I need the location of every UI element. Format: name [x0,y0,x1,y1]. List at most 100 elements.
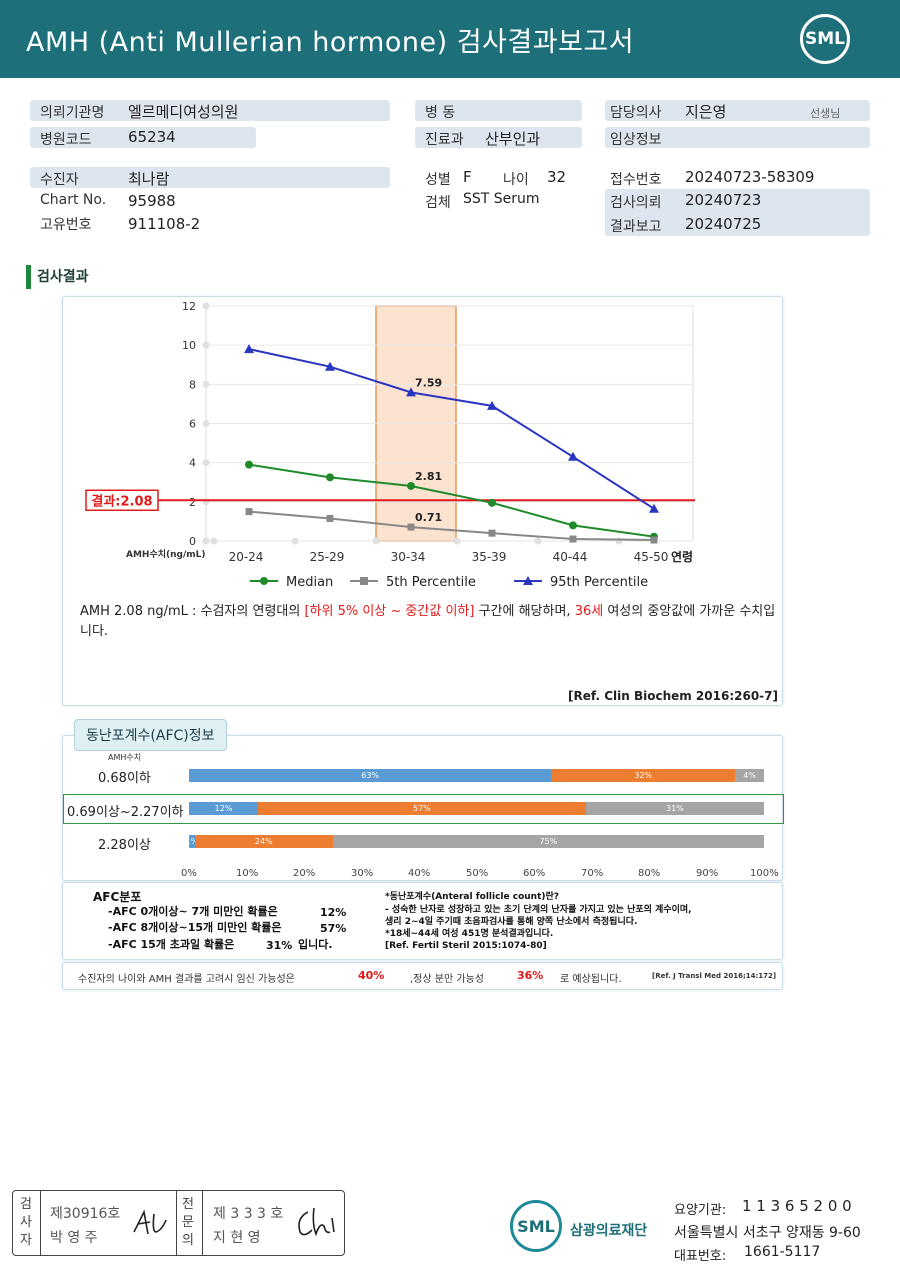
y-tick-label: 12 [182,300,196,313]
x-tick-label: 45-50 [634,550,669,564]
pregnancy-text-3: 로 예상됩니다. [560,974,622,985]
afc-x-tick: 50% [466,868,489,879]
data-point [326,473,334,482]
interp-range: [하위 5% 이상 ~ 중간값 이하] [304,604,475,619]
afc-title: 동난포계수(AFC)정보 [74,719,227,751]
legend-label: 95th Percentile [550,575,648,590]
specialist-label-char: 의 [182,1233,194,1248]
sml-logo: SML [800,14,850,64]
afc-bar-row: 63% 32% 4% [189,769,764,782]
chart-no-label: Chart No. [40,192,107,208]
hospital-code-value: 65234 [128,128,176,146]
specimen-value: SST Serum [463,191,540,207]
afc-x-tick: 10% [236,868,259,879]
data-point [487,400,497,410]
afc-dist-line-3: -AFC 15개 초과일 확률은 [108,938,235,951]
afc-bar-segment: 4% [735,769,764,782]
x-tick-dot [291,537,299,545]
specialist-label: 전 문 의 [182,1196,194,1250]
afc-x-tick: 80% [638,868,661,879]
sex-value: F [463,168,472,186]
data-point [488,498,496,507]
afc-x-tick: 40% [408,868,431,879]
afc-dist-line-1: -AFC 0개이상~ 7개 미만인 확률은 [108,905,278,918]
report-title: AMH (Anti Mullerian hormone) 검사결과보고서 [26,27,635,58]
series-line [248,510,655,542]
x-tick-label: 20-24 [229,550,264,564]
data-point [244,344,254,354]
age-label: 나이 [503,172,529,188]
patient-value: 최나람 [128,170,170,188]
y-tick-label: 6 [189,418,196,431]
clinical-row [605,127,870,148]
afc-dist-title: AFC분포 [93,890,142,904]
result-label-box [85,489,159,512]
y-axis-label: AMH수치(ng/mL) [126,548,206,560]
request-label: 검사의뢰 [610,195,662,211]
signature-divider [40,1190,41,1256]
data-point [325,361,335,371]
x-tick-label: 25-29 [310,550,345,564]
afc-row-label: 0.68이하 [98,771,151,786]
afc-x-tick: 70% [581,868,604,879]
afc-x-tick: 0% [181,868,197,879]
signature-divider [176,1190,177,1256]
institution-value: 엘르메디여성의원 [128,103,239,121]
result-label: 결과:2.08 [91,493,152,509]
afc-dist-suffix: 입니다. [298,938,333,951]
x-axis-label: 연령 [671,549,693,564]
afc-bar-segment: 32% [551,769,736,782]
doctor-value: 지은영 [685,103,727,121]
id-label: 고유번호 [40,217,92,233]
afc-dist-value-3: 31% [266,939,293,952]
footer-phone-label: 대표번호: [674,1249,727,1264]
data-point [245,508,253,516]
afc-bar-segment: 63% [189,769,552,782]
pregnancy-value-2: 36% [517,969,544,982]
afc-x-tick: 90% [696,868,719,879]
y-tick-label: 8 [189,378,196,391]
examiner-name: 박 영 주 [50,1230,98,1246]
afc-dist-value-2: 57% [320,922,347,935]
pregnancy-panel [62,962,783,990]
footer-code: 1 1 3 6 5 2 0 0 [742,1197,852,1215]
y-tick-dot [202,380,210,388]
footer-phone: 1661-5117 [744,1244,821,1260]
request-value: 20240723 [685,191,762,209]
patient-label: 수진자 [40,172,79,188]
legend-marker [523,576,533,585]
receipt-label: 접수번호 [610,172,662,188]
pregnancy-text-1: 수진자의 나이와 AMH 결과를 고려시 임신 가능성은 [78,974,295,985]
signature-divider [202,1190,203,1256]
afc-bar-segment: 1% [189,835,195,848]
afc-note-5: [Ref. Fertil Steril 2015:1074-80] [385,941,547,951]
series-line [248,463,655,538]
hospital-code-label: 병원코드 [40,132,92,148]
pregnancy-value-1: 40% [358,969,385,982]
age-value: 32 [547,168,567,186]
y-tick-dot [202,420,210,427]
x-tick-label: 30-34 [391,550,426,564]
footer-sml-logo: SML [510,1200,562,1252]
y-tick-dot [202,537,210,545]
afc-x-tick: 100% [750,868,779,879]
afc-row-label: 2.28이상 [98,838,151,853]
examiner-label: 검 사 자 [20,1196,32,1250]
y-tick-label: 2 [189,496,196,509]
data-point [488,529,496,537]
clinical-label: 임상정보 [610,132,662,148]
afc-row-label: 0.69이상~2.27이하 [67,805,184,820]
data-point [569,521,577,530]
afc-note-1: *동난포계수(Anteral follicle count)란? [385,892,559,902]
data-point [650,536,658,544]
afc-dist-value-1: 12% [320,906,347,919]
examiner-label-char: 사 [20,1215,32,1230]
data-point [406,387,416,397]
hospital-code-row [30,127,256,148]
data-point [568,451,578,461]
afc-bar-row: 12% 57% 31% [189,802,764,815]
y-tick-label: 10 [182,339,196,352]
y-tick-label: 4 [189,457,196,470]
interpretation-text: AMH 2.08 ng/mL : 수검자의 연령대의 [하위 5% 이상 ~ 중… [80,602,780,642]
afc-bar-segment: 57% [258,802,586,815]
